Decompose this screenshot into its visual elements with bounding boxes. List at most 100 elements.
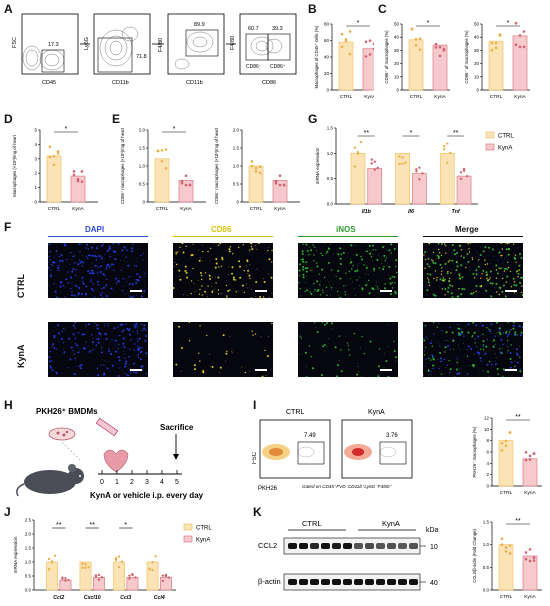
y-tick-label: 1.5 [139,146,146,151]
y-tick-label: 0.0 [483,588,490,593]
bar-il1b-ctrl [350,152,366,205]
syringe-icon [95,417,119,437]
data-point [410,27,414,31]
chart-g: 0.0 0.5 1.0 1.5 Il1b ** Il6 * Tnf ** mRNA expressi… [315,126,514,216]
data-point [368,53,372,56]
y-tick-label: 1.5 [25,546,32,551]
speckle-layer [173,243,273,298]
band-ccl2 [376,543,385,549]
y-tick-label: 3 [34,156,37,161]
y-axis-label: Macrophages (×10³)/mg of heart [12,134,17,197]
significance-mark: ** [364,130,370,137]
data-point [373,160,376,163]
significance-mark: ** [515,414,521,421]
x-tick-label: CTRL [48,206,61,212]
data-point [154,555,157,558]
band-ccl2 [409,543,418,549]
data-point [61,577,64,581]
y-tick-label: 0.0 [25,588,32,593]
data-point [348,30,352,33]
panel-label-c: C [378,2,387,16]
flow-plot-1: 17.3 CD45 FSC [12,13,79,86]
data-point [180,181,184,185]
data-point [180,179,184,183]
data-point [443,145,446,148]
y-tick-label: 2.0 [25,532,32,537]
y-axis-label: CD86⁻ macrophages (×10³)/mg of heart [214,127,219,204]
bar-ctrl [154,158,170,203]
micrograph-kyna-cd86 [173,322,273,377]
significance-mark: * [65,126,68,133]
x-tick-label: KynA [524,594,536,600]
data-point [500,449,504,452]
blot-group-ctrl: CTRL [302,519,322,528]
bar-kyna [362,48,374,91]
data-point [524,557,528,561]
x-tick-label: KynA [72,206,84,212]
bar-kyna [432,44,448,91]
band-ccl2 [321,543,330,549]
western-blot: CTRL KynA CCL2 β-actin kDa 10 40 [258,519,439,591]
significance-mark: * [124,522,127,529]
timeline-day: 0 [100,479,104,486]
micrograph-kyna-dapi [48,322,148,377]
band-actin [387,579,396,585]
data-point [518,34,522,37]
data-point [64,579,67,582]
data-point [449,151,452,155]
data-point [504,549,508,553]
y-tick-label: 4 [486,461,489,466]
data-point [418,37,422,40]
data-point [490,48,494,52]
timeline-day: 1 [115,479,119,486]
data-point [434,42,438,46]
y-axis-label: mRNA expression [315,147,320,184]
band-ccl2 [299,543,308,549]
data-point [504,439,508,443]
data-point [508,552,512,555]
data-point [254,166,258,170]
data-point [128,577,131,580]
y-axis-label: Macrophages of CD45⁺ cells (%) [314,25,319,88]
data-point [370,158,373,161]
gate-right-label-plot4: CD86⁺ [270,64,286,70]
data-point [76,179,80,183]
y-tick-label: 1.0 [327,151,334,156]
heart-icon [103,449,129,473]
y-tick-label: 10 [474,74,480,79]
y-tick-label: 10 [394,74,400,79]
data-point [250,159,254,163]
data-point [459,177,463,181]
band-ccl2 [288,543,297,549]
band-actin [354,579,363,585]
x-tick-label: Il6 [408,209,414,215]
data-point [438,45,442,49]
data-point [522,30,526,33]
chart-i: 0 2 4 6 8 10 12 CTRL KynA ** PKH26⁺ macrophages (%… [472,414,542,496]
data-point [514,43,518,47]
y-tick-label: 0 [34,200,37,205]
data-point [48,145,52,148]
data-point [188,183,192,187]
data-point [80,170,84,173]
data-point [94,574,98,577]
data-point [532,556,536,560]
data-point [415,170,418,173]
data-point [274,179,278,183]
chart-c-right: 0 10 20 30 40 50 CTRL KynA * CD86⁻ of macrophages… [464,20,530,100]
data-point [67,578,70,582]
data-point [508,544,512,547]
significance-mark: * [427,20,430,27]
y-axis-label: CD86⁻ of macrophages (%) [464,30,469,84]
gate-value-plot2: 71.8 [136,54,147,60]
y-tick-label: 40 [394,35,400,40]
header-inos: iNOS [336,225,356,234]
bar-ctrl [488,40,504,91]
bar-ctrl [46,155,62,203]
gating-note: Gated on CD45⁺FVD⁻CD11b⁺Ly6G⁻F4/80⁺ [302,484,392,489]
bar-kyna [522,555,538,591]
data-point [498,34,502,37]
data-point [500,537,504,541]
y-tick-label: 20 [324,71,330,76]
data-point [514,21,518,25]
